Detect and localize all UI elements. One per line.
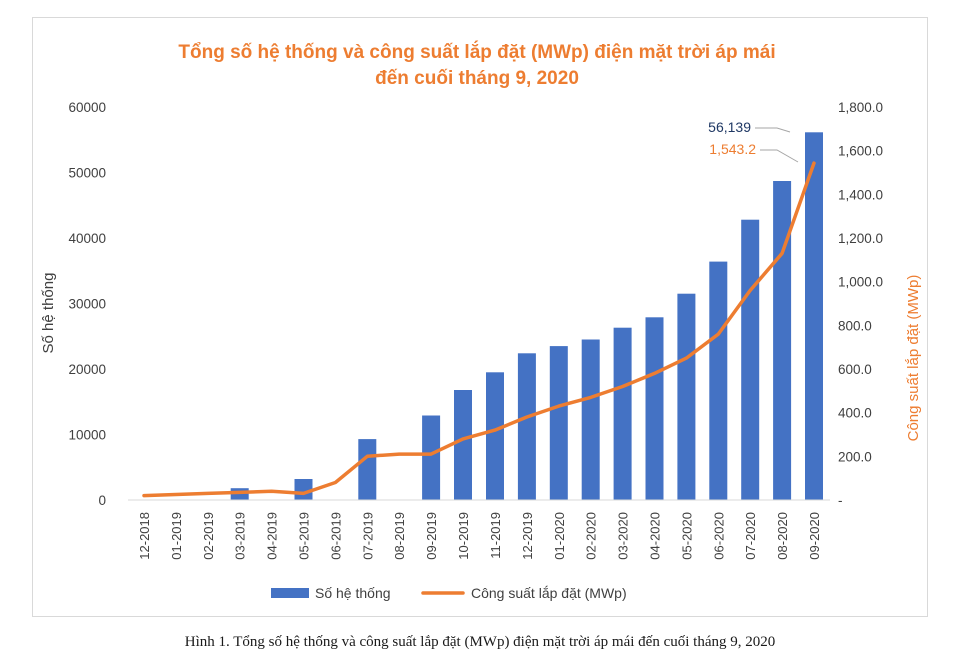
- x-axis-ticks: 12-2018 01-2019 02-2019 03-2019 04-2019 05-20…: [137, 512, 822, 560]
- bar-08-2020: [773, 181, 792, 500]
- bar-04-2020: [645, 317, 664, 500]
- bar-03-2020: [613, 327, 632, 500]
- chart-frame: Tổng số hệ thống và công suất lắp đặt (M…: [32, 17, 928, 617]
- bar-07-2020: [741, 219, 760, 500]
- bar-01-2020: [549, 346, 568, 500]
- x-tick-label: 01-2020: [552, 512, 567, 560]
- x-tick-label: 11-2019: [488, 512, 503, 559]
- x-tick-label: 04-2020: [648, 512, 663, 560]
- line-leader-line: [760, 149, 799, 163]
- bar-07-2019: [358, 439, 377, 500]
- x-tick-label: 12-2019: [520, 512, 535, 560]
- legend-label-bars: Số hệ thống: [315, 585, 391, 601]
- chart: Tổng số hệ thống và công suất lắp đặt (M…: [40, 41, 922, 601]
- x-tick-label: 03-2019: [233, 512, 248, 560]
- bar-09-2020: [805, 132, 823, 501]
- bar-06-2020: [709, 261, 728, 500]
- x-tick-label: 05-2019: [297, 512, 312, 560]
- x-tick-label: 06-2020: [711, 512, 726, 560]
- x-tick-label: 09-2019: [424, 512, 439, 560]
- x-tick-label: 07-2019: [360, 512, 375, 560]
- legend-swatch-bars: [271, 588, 309, 598]
- figure-caption: Hình 1. Tổng số hệ thống và công suất lắ…: [184, 634, 776, 650]
- left-tick-label: 30000: [68, 297, 106, 312]
- x-tick-label: 09-2020: [807, 512, 822, 560]
- chart-title-line-1: Tổng số hệ thống và công suất lắp đặt (M…: [178, 41, 775, 63]
- x-tick-label: 02-2020: [584, 512, 599, 560]
- left-tick-label: 60000: [68, 100, 106, 115]
- x-tick-label: 10-2019: [456, 512, 471, 560]
- right-tick-label: 200.0: [838, 449, 872, 464]
- bar-last-value-label: 56,139: [708, 119, 751, 135]
- x-tick-label: 05-2020: [679, 512, 694, 560]
- x-tick-label: 03-2020: [616, 512, 631, 560]
- x-tick-label: 02-2019: [201, 512, 216, 560]
- left-tick-label: 20000: [68, 362, 106, 377]
- left-axis-label: Số hệ thống: [40, 273, 57, 354]
- legend: Số hệ thống Công suất lắp đặt (MWp): [271, 585, 627, 601]
- left-tick-label: 10000: [68, 428, 106, 443]
- bar-series: [230, 132, 823, 501]
- bar-leader-line: [755, 127, 791, 133]
- right-axis-label: Công suất lắp đặt (MWp): [905, 275, 922, 442]
- right-axis-ticks: - 200.0 400.0 600.0 800.0 1,000.0 1,200.0 1,400…: [838, 100, 883, 508]
- left-tick-label: 40000: [68, 231, 106, 246]
- line-annotation: 1,543.2: [709, 141, 799, 163]
- right-tick-label: 800.0: [838, 318, 872, 333]
- right-tick-label: 1,400.0: [838, 187, 883, 202]
- right-tick-label: 600.0: [838, 362, 872, 377]
- bar-05-2020: [677, 293, 696, 500]
- x-tick-label: 08-2020: [775, 512, 790, 560]
- x-tick-label: 04-2019: [265, 512, 280, 560]
- x-tick-label: 07-2020: [743, 512, 758, 560]
- right-tick-label: -: [838, 493, 843, 508]
- right-tick-label: 400.0: [838, 406, 872, 421]
- bar-09-2019: [422, 415, 441, 500]
- legend-label-line: Công suất lắp đặt (MWp): [471, 585, 627, 601]
- line-last-value-label: 1,543.2: [709, 141, 756, 157]
- left-tick-label: 0: [98, 493, 106, 508]
- bar-12-2019: [517, 353, 536, 500]
- bar-10-2019: [454, 390, 472, 500]
- x-tick-label: 12-2018: [137, 512, 152, 560]
- right-tick-label: 1,200.0: [838, 231, 883, 246]
- left-tick-label: 50000: [68, 166, 106, 181]
- x-tick-label: 08-2019: [392, 512, 407, 560]
- x-tick-label: 06-2019: [328, 512, 343, 560]
- right-tick-label: 1,000.0: [838, 275, 883, 290]
- bar-11-2019: [486, 372, 504, 500]
- chart-title-line-2: đến cuối tháng 9, 2020: [375, 68, 579, 89]
- x-tick-label: 01-2019: [169, 512, 184, 560]
- bar-annotation: 56,139: [708, 119, 791, 135]
- right-tick-label: 1,600.0: [838, 144, 883, 159]
- right-tick-label: 1,800.0: [838, 100, 883, 115]
- line-series: [142, 161, 816, 498]
- left-axis-ticks: 0 10000 20000 30000 40000 50000 60000: [68, 100, 106, 508]
- bar-02-2020: [581, 339, 600, 500]
